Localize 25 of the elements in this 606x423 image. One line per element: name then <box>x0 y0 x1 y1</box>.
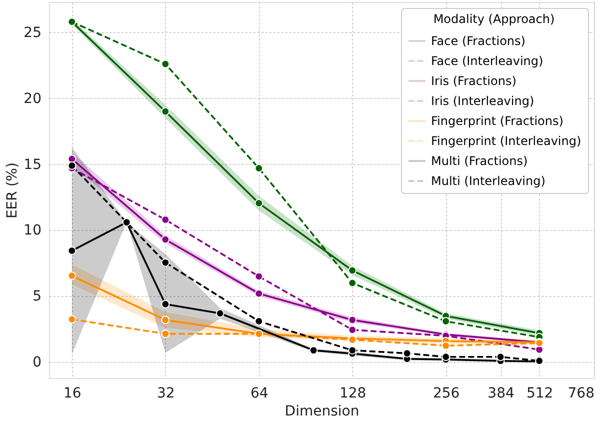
legend-label: Face (Fractions) <box>431 34 526 48</box>
legend-label: Fingerprint (Fractions) <box>431 114 564 128</box>
x-tick-label: 16 <box>64 386 82 402</box>
y-tick-label: 25 <box>24 24 42 41</box>
legend-label: Multi (Interleaving) <box>431 174 546 188</box>
y-tick-label: 20 <box>24 90 42 107</box>
y-tick-label: 5 <box>32 288 42 305</box>
x-tick-label: 384 <box>488 386 514 402</box>
legend-label: Iris (Fractions) <box>431 74 516 88</box>
legend-label: Face (Interleaving) <box>431 54 544 68</box>
x-tick-label: 64 <box>250 386 268 402</box>
x-axis-title: Dimension <box>284 404 360 420</box>
y-axis-title: EER (%) <box>4 162 21 219</box>
legend-title: Modality (Approach) <box>433 12 555 26</box>
x-tick-label: 256 <box>432 386 460 402</box>
legend-label: Fingerprint (Interleaving) <box>431 134 582 148</box>
legend-label: Multi (Fractions) <box>431 154 528 168</box>
x-tick-label: 768 <box>568 386 594 402</box>
y-tick-label: 15 <box>24 156 42 173</box>
legend-label: Iris (Interleaving) <box>431 94 534 108</box>
x-tick-label: 128 <box>339 386 366 402</box>
x-tick-label: 32 <box>156 386 175 402</box>
y-tick-label: 10 <box>24 222 42 239</box>
y-tick-label: 0 <box>32 354 42 371</box>
x-tick-label: 512 <box>526 386 554 402</box>
